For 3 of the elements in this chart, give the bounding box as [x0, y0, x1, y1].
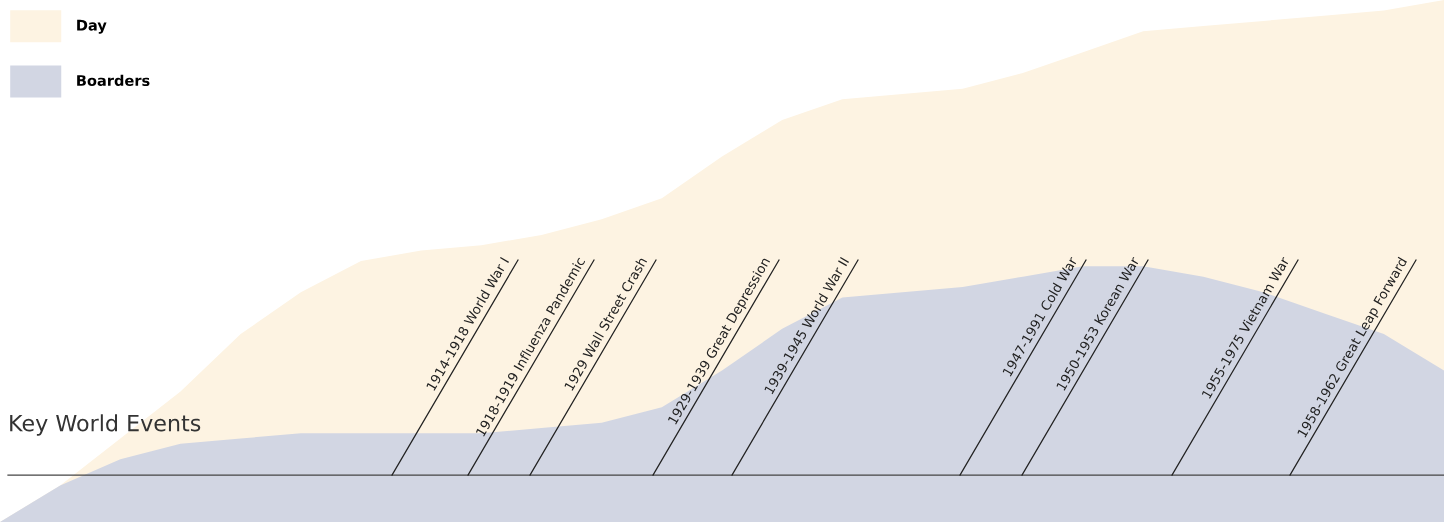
ref-line-label: Key World Events: [10, 414, 201, 436]
legend-label: Boarders: [77, 74, 150, 87]
legend-label: Day: [77, 19, 107, 34]
